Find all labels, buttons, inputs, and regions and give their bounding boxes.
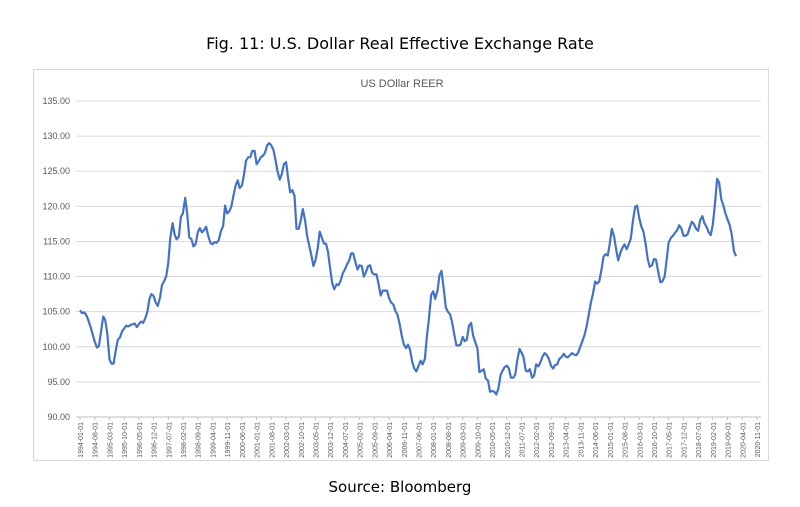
x-tick-label: 2006-04-01	[387, 422, 394, 458]
y-tick-label: 130.00	[42, 131, 70, 141]
x-tick-label: 2020-04-01	[740, 422, 747, 458]
x-tick-label: 1996-12-01	[152, 422, 159, 458]
y-tick-label: 110.00	[43, 272, 70, 282]
x-tick-label: 2010-05-01	[490, 422, 497, 458]
x-tick-label: 1998-02-01	[181, 422, 188, 458]
x-tick-label: 2005-09-01	[372, 422, 379, 458]
x-tick-label: 2005-02-01	[358, 422, 365, 458]
x-tick-label: 1997-07-01	[166, 422, 173, 458]
x-tick-label: 2016-03-01	[637, 422, 644, 458]
gridlines	[76, 100, 761, 418]
x-tick-label: 2018-07-01	[696, 422, 703, 458]
x-tick-label: 2003-05-01	[313, 422, 320, 458]
x-tick-label: 2004-07-01	[343, 422, 350, 458]
x-tick-label: 2016-10-01	[652, 422, 659, 458]
x-tick-label: 2008-01-01	[431, 422, 438, 458]
x-axis: 1994-01-01 1994-08-01 1995-03-01 1995-10-01…	[76, 416, 762, 458]
x-tick-label: 1995-03-01	[107, 422, 114, 458]
x-tick-label: 2009-10-01	[475, 422, 482, 458]
x-tick-label: 2007-06-01	[417, 422, 424, 458]
y-tick-label: 120.00	[42, 201, 70, 211]
x-tick-label: 2012-09-01	[549, 422, 556, 458]
y-tick-label: 135.00	[42, 96, 70, 106]
x-tick-label: 2010-12-01	[505, 422, 512, 458]
x-tick-label: 2020-11-01	[755, 422, 762, 457]
x-tick-label: 1999-04-01	[210, 422, 217, 458]
x-tick-label: 2015-01-01	[608, 422, 615, 458]
x-tick-label: 1999-11-01	[225, 422, 232, 457]
x-tick-label: 2008-08-01	[446, 422, 453, 458]
x-tick-label: 2011-07-01	[520, 422, 527, 457]
x-tick-label: 1994-01-01	[78, 422, 85, 458]
y-tick-label: 115.00	[43, 236, 70, 246]
reer-line-chart: US DOllar REER 135.00130.00125.00120.001…	[42, 78, 762, 458]
y-tick-label: 105.00	[42, 307, 70, 317]
x-tick-label: 1998-09-01	[196, 422, 203, 458]
y-axis: 135.00 130.00 125.00 120.00 115.00 110.00 105.…	[42, 96, 70, 422]
chart-frame: US DOllar REER 135.00 130.00 125.00 120.00 1…	[33, 69, 769, 461]
x-tick-label: 1996-05-01	[137, 422, 144, 458]
x-tick-label: 2013-04-01	[564, 422, 571, 458]
x-tick-label: 2003-12-01	[328, 422, 335, 458]
x-tick-label: 2017-05-01	[667, 422, 674, 458]
x-tick-label: 2015-08-01	[623, 422, 630, 458]
x-tick-label: 2019-09-01	[726, 422, 733, 458]
x-tick-label: 2017-12-01	[681, 422, 688, 458]
x-tick-label: 1995-10-01	[122, 422, 129, 458]
x-tick-label: 2001-08-01	[269, 422, 276, 458]
chart-title: US DOllar REER	[360, 78, 443, 90]
x-tick-label: 1994-08-01	[93, 422, 100, 458]
y-tick-label: 90.00	[47, 412, 70, 422]
y-tick-label: 125.00	[42, 166, 70, 176]
x-tick-label: 2009-03-01	[461, 422, 468, 458]
y-tick-label: 95.00	[47, 377, 70, 387]
x-tick-label: 2001-01-01	[255, 422, 262, 458]
x-tick-label: 2012-02-01	[534, 422, 541, 458]
x-tick-label: 2019-02-01	[711, 422, 718, 458]
y-tick-label: 100.00	[42, 342, 70, 352]
figure-title: Fig. 11: U.S. Dollar Real Effective Exch…	[206, 34, 594, 53]
source-caption: Source: Bloomberg	[328, 478, 472, 496]
x-tick-label: 2013-11-01	[578, 422, 585, 457]
x-tick-label: 2000-06-01	[240, 422, 247, 458]
x-tick-label: 2002-10-01	[299, 422, 306, 458]
series-line-usd-reer	[79, 142, 738, 396]
x-tick-label: 2002-03-01	[284, 422, 291, 458]
x-tick-label: 2006-11-01	[402, 422, 409, 457]
series-group	[79, 142, 738, 396]
x-tick-label: 2014-06-01	[593, 422, 600, 458]
